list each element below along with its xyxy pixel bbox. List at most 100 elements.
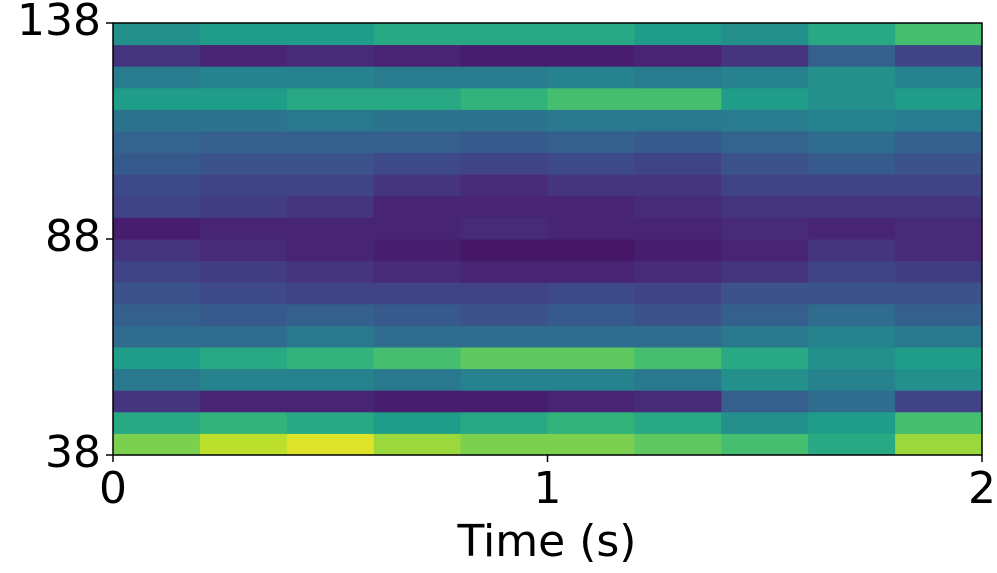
heatmap-cell [634, 195, 722, 218]
heatmap-cell [460, 23, 548, 46]
heatmap-cell [286, 23, 375, 46]
heatmap-cell [460, 433, 548, 456]
heatmap-cell [286, 195, 375, 218]
heatmap-cell [286, 260, 375, 283]
heatmap-cell [460, 109, 548, 132]
heatmap-cell [808, 282, 896, 305]
heatmap-cell [373, 260, 462, 283]
heatmap-cell [808, 217, 896, 240]
heatmap-cell [547, 239, 635, 262]
heatmap-cell [547, 368, 635, 391]
heatmap-cell [113, 325, 201, 348]
heatmap-cell [286, 174, 375, 197]
heatmap-cell [373, 325, 462, 348]
heatmap-cell [721, 152, 809, 175]
heatmap-cell [634, 174, 722, 197]
heatmap-cell [199, 152, 288, 175]
heatmap-cell [113, 195, 201, 218]
heatmap-cell [199, 368, 288, 391]
heatmap-cell [286, 347, 375, 370]
heatmap-cell [808, 152, 896, 175]
heatmap-cell [547, 195, 635, 218]
heatmap-cell [113, 109, 201, 132]
heatmap-cell [373, 66, 462, 89]
heatmap-cell [199, 174, 288, 197]
heatmap-cell [634, 23, 722, 46]
heatmap-cell [460, 368, 548, 391]
heatmap-cell [721, 433, 809, 456]
heatmap-cell [286, 282, 375, 305]
heatmap-cell [199, 433, 288, 456]
heatmap-cell [721, 109, 809, 132]
heatmap-cell [634, 433, 722, 456]
heatmap-cell [286, 411, 375, 434]
y-tick-label: 88 [45, 211, 101, 262]
heatmap-cell [808, 390, 896, 413]
heatmap-cell [634, 109, 722, 132]
heatmap-cell [460, 44, 548, 67]
heatmap-cell [113, 131, 201, 154]
heatmap-cell [634, 44, 722, 67]
heatmap-cell [721, 195, 809, 218]
heatmap-cell [634, 131, 722, 154]
heatmap-cell [373, 23, 462, 46]
heatmap-cell [460, 303, 548, 326]
heatmap-cell [199, 282, 288, 305]
heatmap-cell [634, 325, 722, 348]
heatmap-cell [895, 217, 983, 240]
heatmap-cell [808, 368, 896, 391]
heatmap-cell [199, 260, 288, 283]
heatmap-cell [113, 411, 201, 434]
heatmap-cell [199, 325, 288, 348]
heatmap-cell [895, 87, 983, 110]
heatmap-cell [895, 390, 983, 413]
heatmap-cell [373, 217, 462, 240]
heatmap-cell [373, 239, 462, 262]
heatmap-cell [199, 303, 288, 326]
heatmap-cell [373, 390, 462, 413]
heatmap-cell [460, 282, 548, 305]
heatmap-cell [460, 152, 548, 175]
heatmap-cell [286, 390, 375, 413]
heatmap-cell [113, 239, 201, 262]
heatmap-cell [547, 66, 635, 89]
y-tick-label: 38 [45, 427, 101, 478]
heatmap-cell [721, 282, 809, 305]
x-tick-label: 0 [99, 463, 127, 514]
heatmap-cell [286, 325, 375, 348]
heatmap-cell [113, 174, 201, 197]
heatmap-cell [460, 195, 548, 218]
heatmap-cell [721, 174, 809, 197]
heatmap-cell [895, 411, 983, 434]
heatmap-cell [547, 152, 635, 175]
heatmap-cell [199, 239, 288, 262]
heatmap-cell [199, 87, 288, 110]
heatmap-cell [113, 66, 201, 89]
heatmap-cell [547, 303, 635, 326]
heatmap-cell [895, 152, 983, 175]
heatmap-cell [199, 217, 288, 240]
heatmap-cell [373, 303, 462, 326]
heatmap-cell [460, 347, 548, 370]
heatmap-cell [113, 152, 201, 175]
heatmap-cell [373, 411, 462, 434]
heatmap-cell [547, 44, 635, 67]
heatmap-cell [113, 23, 201, 46]
heatmap-cell [547, 433, 635, 456]
heatmap-cell [634, 368, 722, 391]
heatmap-cell [808, 131, 896, 154]
heatmap-cell [547, 411, 635, 434]
heatmap-cell [547, 325, 635, 348]
heatmap-cell [721, 325, 809, 348]
heatmap-cell [286, 109, 375, 132]
heatmap [113, 23, 983, 456]
heatmap-cell [113, 347, 201, 370]
heatmap-cell [895, 109, 983, 132]
heatmap-cell [199, 347, 288, 370]
heatmap-cell [286, 131, 375, 154]
heatmap-cell [113, 217, 201, 240]
heatmap-cell [895, 368, 983, 391]
heatmap-cell [286, 433, 375, 456]
heatmap-cell [721, 87, 809, 110]
